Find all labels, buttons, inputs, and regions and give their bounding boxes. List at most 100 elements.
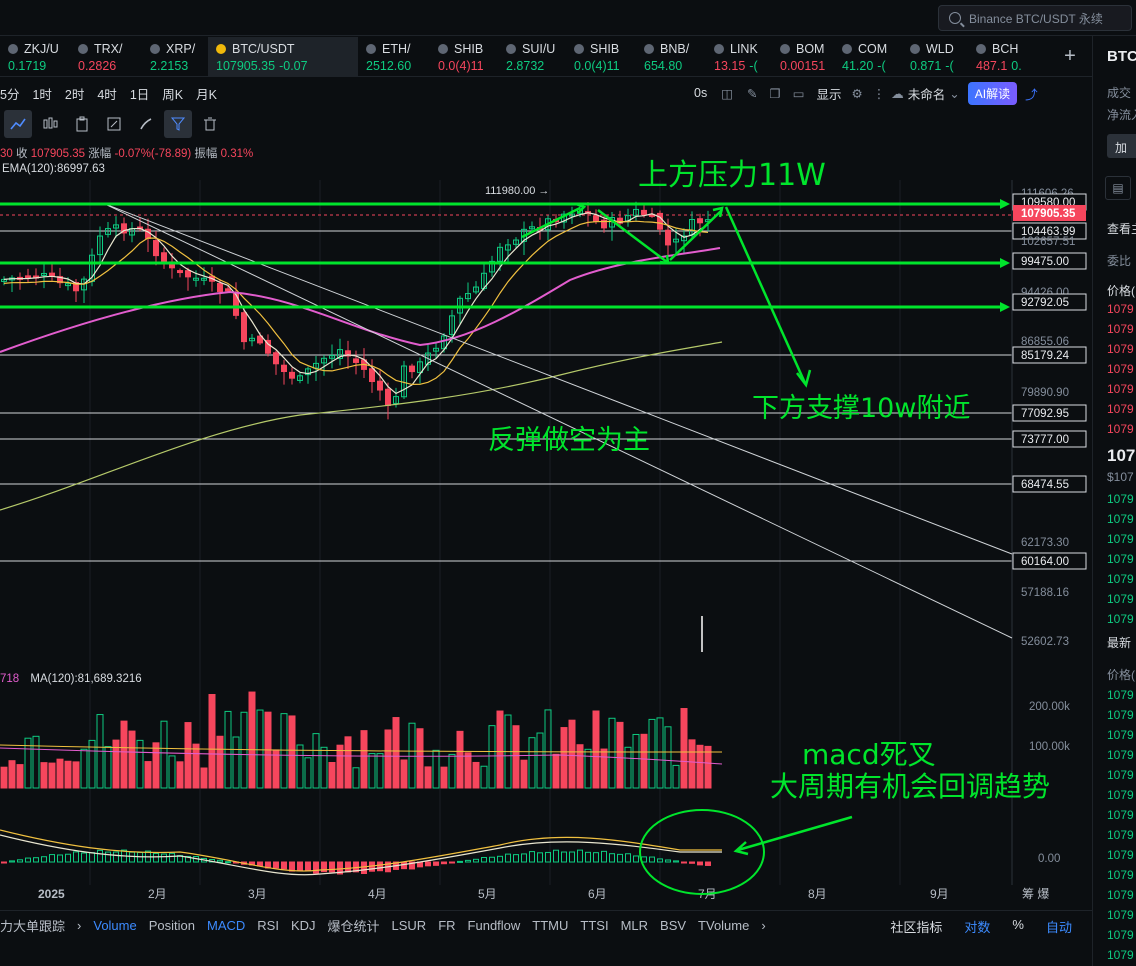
- indicator-tab-7[interactable]: LSUR: [391, 918, 427, 933]
- brush-icon[interactable]: [132, 110, 160, 138]
- indicator-tab-14[interactable]: TVolume: [698, 918, 750, 933]
- indicator-tab-11[interactable]: TTSI: [580, 918, 609, 933]
- indicator-tab-1[interactable]: Volume: [93, 918, 137, 933]
- x-axis-label: 2月: [148, 887, 167, 901]
- ticker-3[interactable]: BTC/USDT 107905.35 -0.07: [208, 37, 358, 77]
- more-icon[interactable]: ⋮: [872, 86, 886, 101]
- timeframe-3[interactable]: 4时: [97, 87, 117, 102]
- book-row: 1079: [1107, 612, 1134, 626]
- book-row: 1079: [1107, 928, 1134, 942]
- auto-toggle[interactable]: 自动: [1045, 920, 1072, 935]
- indicator-tab-9[interactable]: Fundflow: [467, 918, 521, 933]
- ticker-12[interactable]: WLD 0.871 -(: [902, 37, 968, 77]
- candle-tool-icon[interactable]: [36, 110, 64, 138]
- macd-histogram: [665, 859, 671, 863]
- timeframe-4[interactable]: 1日: [129, 87, 150, 102]
- trash-icon[interactable]: [196, 110, 224, 138]
- indicator-tab-10[interactable]: TTMU: [532, 918, 569, 933]
- volume-bar: [664, 726, 672, 789]
- panel-toggle-icon[interactable]: ▤: [1105, 176, 1131, 200]
- macd-histogram: [361, 861, 367, 875]
- add-tab-button[interactable]: +: [1064, 45, 1076, 67]
- candle-body: [265, 339, 271, 354]
- ticker-4[interactable]: ETH/2512.60: [358, 37, 430, 77]
- indicator-tab-2[interactable]: Position: [148, 918, 195, 933]
- candle-body: [657, 212, 663, 230]
- ticker-0[interactable]: ZKJ/U 0.1719: [0, 37, 70, 77]
- indicator-tab-3[interactable]: MACD: [206, 918, 246, 933]
- filter-icon[interactable]: [164, 110, 192, 138]
- ticker-8[interactable]: BNB/654.80: [636, 37, 706, 77]
- layout-icon[interactable]: ▭: [792, 86, 805, 101]
- arrow-head-icon: [659, 254, 670, 265]
- clipboard-icon[interactable]: [68, 110, 96, 138]
- edit-icon[interactable]: ✎: [747, 86, 758, 101]
- annotation-resistance: 上方压力11W: [638, 158, 826, 193]
- ticker-9[interactable]: LINK 13.15 -(: [706, 37, 772, 77]
- volume-bar: [216, 735, 224, 789]
- timeframe-0[interactable]: 5分: [0, 87, 20, 102]
- ai-analysis-button[interactable]: AI解读: [967, 81, 1018, 105]
- candle-body: [465, 293, 471, 300]
- panel-add-button[interactable]: 加: [1107, 134, 1136, 158]
- timeframe-6[interactable]: 月K: [196, 87, 217, 102]
- community-button[interactable]: 社区指标: [890, 920, 943, 935]
- candle-body: [569, 213, 575, 217]
- search-icon: [949, 12, 961, 24]
- annotation-support: 下方支撑10w附近: [752, 393, 971, 424]
- layout-name-button[interactable]: 未命名: [907, 87, 946, 102]
- percent-toggle[interactable]: %: [1012, 917, 1024, 932]
- candle-body: [193, 277, 199, 281]
- arrow-head-icon: [1000, 199, 1010, 209]
- signal-line: [0, 834, 722, 876]
- volume-bar: [560, 727, 568, 789]
- volume-bar: [696, 744, 704, 789]
- indicator-tab-0[interactable]: 力大单跟踪: [0, 919, 66, 934]
- timeframe-1[interactable]: 1时: [32, 87, 52, 102]
- log-toggle[interactable]: 对数: [964, 920, 991, 935]
- indicator-tab-8[interactable]: FR: [438, 918, 456, 933]
- ticker-5[interactable]: SHIB 0.0(4)11: [430, 37, 498, 77]
- volume-bar: [208, 694, 216, 789]
- copy-icon[interactable]: ❐: [769, 86, 781, 101]
- symbol-search-input[interactable]: Binance BTC/USDT 永续: [938, 5, 1132, 31]
- book-row: 1079: [1107, 422, 1134, 436]
- ticker-price-row: 0.871 -(: [910, 59, 968, 73]
- volume-bar: [272, 749, 280, 789]
- chevron-right-icon[interactable]: ›: [761, 918, 766, 933]
- ticker-11[interactable]: COM 41.20 -(: [834, 37, 902, 77]
- candle-body: [161, 252, 167, 264]
- timeframe-5[interactable]: 周K: [162, 87, 184, 102]
- camera-icon[interactable]: ◫: [721, 86, 734, 101]
- macd-histogram: [81, 852, 87, 863]
- macd-histogram: [185, 855, 191, 863]
- timeframe-2[interactable]: 2时: [64, 87, 85, 102]
- settings-icon[interactable]: ⚙: [851, 86, 863, 101]
- ticker-6[interactable]: SUI/U 2.8732: [498, 37, 566, 77]
- price-chart[interactable]: 111606.26109580.00104463.99102657.519947…: [0, 180, 1092, 910]
- trendline-tool-icon[interactable]: [4, 110, 32, 138]
- note-icon[interactable]: [100, 110, 128, 138]
- candle-body: [449, 315, 455, 335]
- macd-histogram: [657, 858, 663, 863]
- indicator-tab-4[interactable]: RSI: [257, 918, 279, 933]
- share-icon[interactable]: ⤴: [1025, 87, 1038, 102]
- volume-bar: [408, 722, 416, 789]
- indicator-tab-6[interactable]: 爆仓统计: [327, 919, 380, 934]
- indicator-tab-5[interactable]: KDJ: [290, 918, 316, 933]
- display-button[interactable]: 显示: [816, 87, 842, 102]
- indicator-tab-13[interactable]: BSV: [660, 918, 687, 933]
- trendline: [104, 203, 1013, 639]
- ticker-10[interactable]: BOM 0.00151: [772, 37, 834, 77]
- ticker-price: 13.15: [714, 59, 746, 73]
- ticker-name: BCH: [976, 40, 1030, 57]
- macd-histogram: [57, 854, 63, 863]
- chevron-right-icon[interactable]: ›: [77, 918, 82, 933]
- ticker-7[interactable]: SHIB 0.0(4)11: [566, 37, 636, 77]
- ticker-13[interactable]: BCH 487.1 0.: [968, 37, 1030, 77]
- ticker-1[interactable]: TRX/0.2826: [70, 37, 142, 77]
- volume-bar: [32, 735, 40, 789]
- macd-histogram: [593, 852, 599, 863]
- indicator-tab-12[interactable]: MLR: [620, 918, 649, 933]
- ticker-2[interactable]: XRP/2.2153: [142, 37, 208, 77]
